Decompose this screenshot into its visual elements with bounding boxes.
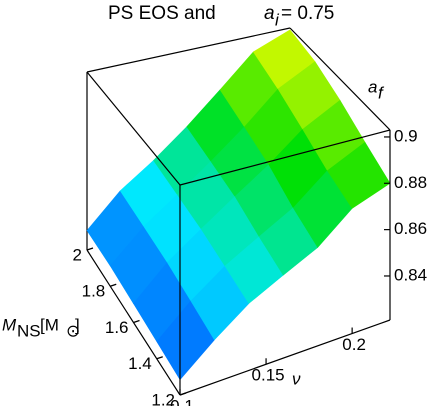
box-edge: [179, 129, 391, 186]
title-rest: = 0.75: [281, 3, 334, 24]
title-var-sub: i: [275, 10, 280, 29]
chart-title: PS EOS and: [108, 3, 216, 24]
y-tick-label: 1.6: [105, 318, 129, 337]
y-tick-label: 2: [73, 245, 82, 264]
y-tick: [110, 283, 117, 287]
y-label-var: M: [2, 315, 17, 334]
box-edge: [289, 27, 391, 131]
title-var: a: [264, 3, 275, 24]
title: PS EOS and a i = 0.75: [108, 3, 334, 29]
surface-cell: [327, 141, 391, 209]
y-tick-label: 1.2: [151, 390, 175, 406]
y-label-unit-sub: ⊙: [66, 321, 80, 340]
z-tick-label: 0.9: [394, 126, 418, 145]
y-label-unit: [M: [40, 315, 59, 334]
box-edge: [86, 27, 291, 73]
z-tick-label: 0.88: [394, 173, 427, 192]
box-edge: [86, 71, 181, 186]
x-label: ν: [292, 369, 301, 388]
x-tick-label: 0.15: [252, 366, 285, 385]
box-edge: [179, 319, 391, 396]
x-tick-label: 0.1: [170, 396, 194, 406]
y-label-sub: NS: [17, 321, 41, 340]
y-label: M NS [M ⊙ ]: [2, 315, 80, 340]
y-tick: [133, 319, 140, 324]
z-label-var: a: [368, 77, 377, 96]
x-tick-label: 0.2: [342, 335, 366, 354]
y-tick-label: 1.8: [82, 282, 106, 301]
y-tick: [86, 247, 94, 251]
z-label-sub: f: [378, 83, 385, 102]
z-tick-label: 0.84: [394, 265, 427, 284]
y-tick-label: 1.4: [128, 354, 152, 373]
z-tick-label: 0.86: [394, 219, 427, 238]
z-label: a f: [368, 77, 385, 102]
y-tick: [156, 356, 163, 360]
y-tick: [179, 392, 187, 396]
y-label-unit-close: ]: [75, 315, 80, 334]
